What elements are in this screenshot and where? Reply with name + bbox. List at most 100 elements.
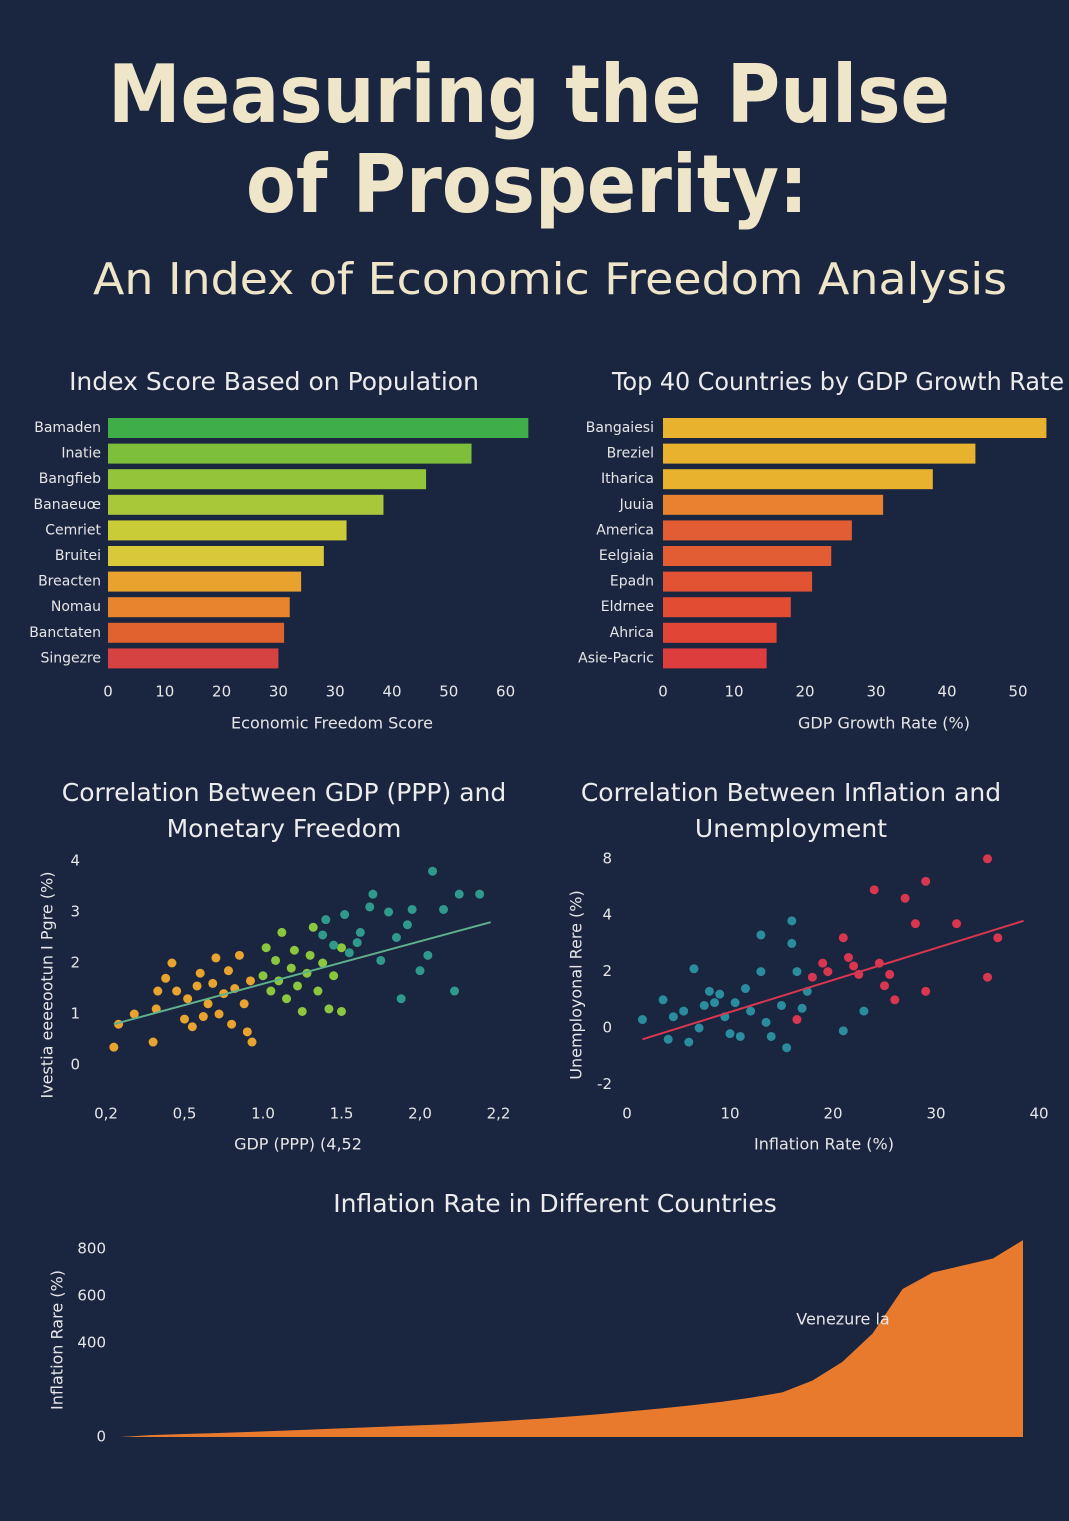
- scatter-point: [297, 1006, 307, 1016]
- category-label: Juuia: [619, 497, 654, 513]
- scatter-point: [277, 927, 287, 937]
- y-tick-label: 400: [77, 1334, 106, 1352]
- scatter-point: [761, 1017, 771, 1027]
- bar: [108, 597, 290, 618]
- scatter-point: [450, 986, 460, 996]
- scatter-point: [797, 1003, 807, 1013]
- scatter-point: [952, 919, 962, 929]
- category-label: Itharica: [601, 471, 654, 487]
- scatter-point: [129, 1009, 139, 1019]
- scatter-point: [921, 876, 931, 886]
- category-label: Breacten: [38, 574, 101, 590]
- category-label: Ahrica: [610, 625, 654, 641]
- category-label: America: [596, 522, 654, 538]
- scatter-point: [234, 950, 244, 960]
- x-tick-label: 40: [1029, 1105, 1048, 1123]
- scatter-point: [321, 915, 331, 925]
- x-tick-label: 10: [724, 683, 743, 701]
- scatter-point: [658, 995, 668, 1005]
- chart-title: Inflation Rate in Different Countries: [333, 1189, 777, 1218]
- bar: [663, 571, 813, 592]
- scatter-point: [161, 973, 171, 983]
- scatter-point: [211, 953, 221, 963]
- scatter-point: [396, 994, 406, 1004]
- scatter-point: [746, 1006, 756, 1016]
- x-tick-label: 30: [269, 683, 288, 701]
- scatter-point: [428, 866, 438, 876]
- y-tick-label: 0: [602, 1019, 612, 1037]
- scatter-point: [183, 994, 193, 1004]
- scatter-point: [223, 966, 233, 976]
- scatter-point: [337, 1006, 346, 1016]
- scatter-point: [993, 933, 1003, 943]
- bar: [108, 494, 384, 515]
- y-tick-label: 600: [77, 1287, 106, 1305]
- chart-title: Index Score Based on Population: [69, 367, 479, 396]
- y-tick-label: 3: [70, 903, 80, 921]
- scatter-point: [663, 1034, 673, 1044]
- bar: [108, 571, 302, 592]
- y-tick-label: 800: [77, 1240, 106, 1258]
- scatter-point: [208, 978, 218, 988]
- scatter-point: [885, 969, 895, 979]
- bar: [663, 622, 777, 643]
- scatter-point: [787, 938, 797, 948]
- x-tick-label: 0,5: [173, 1105, 197, 1123]
- category-label: Bangaiesi: [586, 420, 654, 436]
- scatter-point: [352, 938, 362, 948]
- bar: [663, 418, 1047, 438]
- y-tick-label: 2: [70, 954, 80, 972]
- scatter-point: [180, 1014, 189, 1024]
- category-label: Eelgiaia: [599, 548, 654, 564]
- page-title: of Prosperity:: [246, 138, 808, 231]
- scatter-point: [198, 1012, 208, 1022]
- y-tick-label: 0: [96, 1428, 106, 1446]
- category-label: Bruitei: [55, 548, 101, 564]
- scatter-point: [859, 1006, 869, 1016]
- x-tick-label: 30: [926, 1105, 945, 1123]
- scatter-point: [694, 1023, 704, 1033]
- y-tick-label: 1: [70, 1005, 80, 1023]
- scatter-point: [838, 1026, 848, 1036]
- x-tick-label: 20: [212, 683, 231, 701]
- scatter-point: [704, 986, 714, 996]
- y-tick-label: 0: [70, 1056, 80, 1074]
- scatter-point: [203, 999, 213, 1009]
- x-tick-label: 0: [622, 1105, 632, 1123]
- scatter-point: [340, 910, 350, 920]
- y-tick-label: 2: [602, 962, 612, 980]
- scatter-point: [756, 967, 766, 977]
- x-tick-label: 20: [795, 683, 814, 701]
- category-label: Singezre: [40, 650, 101, 666]
- chart-title: Unemployment: [695, 814, 887, 843]
- scatter-point: [689, 964, 699, 974]
- scatter-point: [195, 968, 205, 978]
- scatter-point: [818, 958, 828, 968]
- x-axis-label: Inflation Rate (%): [754, 1135, 894, 1154]
- scatter-point: [214, 1009, 224, 1019]
- scatter-point: [843, 953, 853, 962]
- scatter-point: [329, 940, 339, 950]
- bar: [663, 648, 767, 669]
- scatter-point: [242, 1027, 252, 1037]
- scatter-point: [684, 1037, 694, 1047]
- y-axis-label: Inflation Rare (%): [48, 1270, 67, 1410]
- bar: [663, 597, 791, 618]
- scatter-point: [880, 981, 889, 991]
- scatter-point: [402, 920, 412, 930]
- y-axis-label: Ivestia eeeeootun I Pgre (%): [38, 871, 57, 1098]
- scatter-point: [423, 950, 433, 960]
- category-label: Inatie: [61, 446, 101, 462]
- scatter-point: [266, 986, 276, 996]
- category-label: Bangfieb: [39, 471, 101, 487]
- y-tick-label: 8: [602, 849, 612, 867]
- bar: [663, 546, 832, 566]
- x-tick-label: 2,2: [487, 1105, 511, 1123]
- scatter-point: [318, 958, 328, 968]
- scatter-point: [407, 904, 417, 914]
- x-tick-label: 30: [866, 683, 885, 701]
- scatter-point: [365, 902, 375, 912]
- trend-line: [642, 919, 1024, 1041]
- bar: [108, 418, 529, 438]
- page-title: Measuring the Pulse: [108, 48, 950, 141]
